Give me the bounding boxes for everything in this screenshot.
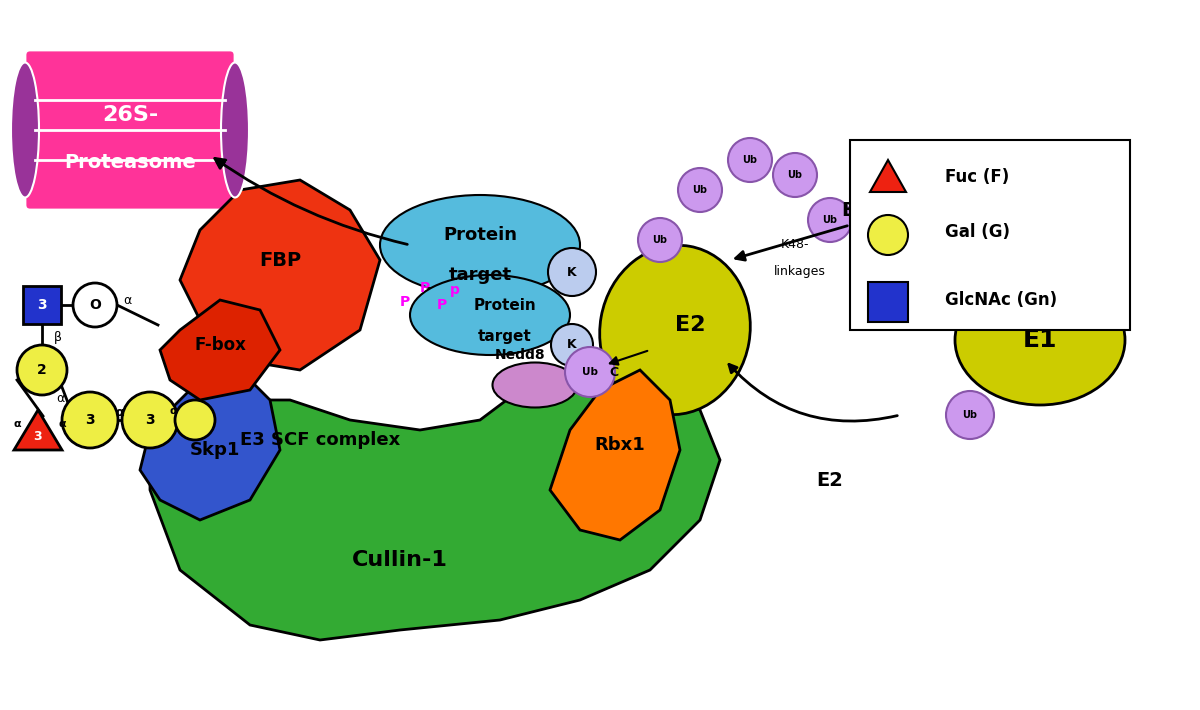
Text: target: target bbox=[478, 329, 532, 344]
Text: FBP: FBP bbox=[259, 251, 301, 270]
Text: Ub: Ub bbox=[962, 410, 978, 420]
Text: 3: 3 bbox=[37, 298, 47, 312]
Text: Ub: Ub bbox=[692, 185, 708, 195]
Text: Ub: Ub bbox=[743, 155, 757, 165]
Ellipse shape bbox=[600, 245, 750, 415]
Text: K48-: K48- bbox=[781, 239, 809, 251]
Text: Fuc (F): Fuc (F) bbox=[946, 168, 1009, 186]
Polygon shape bbox=[14, 410, 62, 450]
Text: 3: 3 bbox=[145, 413, 155, 427]
Ellipse shape bbox=[221, 62, 250, 197]
Text: Gal (G): Gal (G) bbox=[946, 223, 1010, 241]
Text: Ub: Ub bbox=[582, 367, 598, 377]
Text: α: α bbox=[58, 419, 66, 429]
Text: 2: 2 bbox=[37, 363, 47, 377]
FancyBboxPatch shape bbox=[23, 286, 61, 324]
Text: Rbx1: Rbx1 bbox=[595, 436, 646, 454]
Circle shape bbox=[17, 345, 67, 395]
Text: 26S-: 26S- bbox=[102, 105, 158, 125]
Circle shape bbox=[175, 400, 215, 440]
FancyBboxPatch shape bbox=[25, 50, 235, 210]
Text: Cullin-1: Cullin-1 bbox=[352, 550, 448, 570]
Text: P: P bbox=[400, 295, 410, 309]
Text: p: p bbox=[450, 283, 460, 297]
Text: O: O bbox=[89, 298, 101, 312]
Ellipse shape bbox=[380, 195, 580, 295]
Text: K: K bbox=[568, 266, 577, 278]
Text: F-box: F-box bbox=[194, 336, 246, 354]
Text: Ub: Ub bbox=[822, 215, 838, 225]
FancyBboxPatch shape bbox=[850, 140, 1130, 330]
Text: E2: E2 bbox=[674, 315, 706, 335]
Text: Protein: Protein bbox=[443, 226, 517, 244]
Circle shape bbox=[548, 248, 596, 296]
Circle shape bbox=[73, 283, 118, 327]
Polygon shape bbox=[870, 160, 906, 192]
Text: α: α bbox=[122, 293, 131, 307]
Text: Nedd8: Nedd8 bbox=[494, 348, 545, 362]
Text: GlcNAc (Gn): GlcNAc (Gn) bbox=[946, 291, 1057, 309]
Text: P: P bbox=[437, 298, 448, 312]
Text: 3: 3 bbox=[34, 430, 42, 442]
Text: β: β bbox=[54, 332, 62, 344]
Polygon shape bbox=[140, 370, 280, 520]
Text: Protein: Protein bbox=[474, 297, 536, 312]
Circle shape bbox=[62, 392, 118, 448]
Text: P: P bbox=[420, 281, 430, 295]
Circle shape bbox=[122, 392, 178, 448]
Ellipse shape bbox=[11, 62, 40, 197]
Polygon shape bbox=[150, 370, 720, 640]
Text: C: C bbox=[610, 366, 618, 378]
Ellipse shape bbox=[492, 363, 577, 408]
Text: 3: 3 bbox=[85, 413, 95, 427]
Text: α: α bbox=[13, 419, 20, 429]
Text: target: target bbox=[449, 266, 511, 284]
Circle shape bbox=[638, 218, 682, 262]
Circle shape bbox=[808, 198, 852, 242]
Text: Ub: Ub bbox=[653, 235, 667, 245]
FancyBboxPatch shape bbox=[868, 282, 908, 322]
Text: E1: E1 bbox=[841, 200, 869, 219]
Circle shape bbox=[946, 391, 994, 439]
Text: E3 SCF complex: E3 SCF complex bbox=[240, 431, 400, 449]
Text: K: K bbox=[568, 339, 577, 351]
Polygon shape bbox=[160, 300, 280, 400]
Text: α: α bbox=[115, 405, 125, 418]
Polygon shape bbox=[550, 370, 680, 540]
Text: linkages: linkages bbox=[774, 266, 826, 278]
Circle shape bbox=[551, 324, 593, 366]
Text: E1: E1 bbox=[1022, 328, 1057, 352]
Text: α: α bbox=[56, 391, 64, 405]
Text: Proteasome: Proteasome bbox=[64, 153, 196, 172]
Circle shape bbox=[678, 168, 722, 212]
Circle shape bbox=[728, 138, 772, 182]
Circle shape bbox=[565, 347, 616, 397]
Text: Ub: Ub bbox=[787, 170, 803, 180]
Ellipse shape bbox=[410, 275, 570, 355]
Ellipse shape bbox=[955, 275, 1126, 405]
Circle shape bbox=[773, 153, 817, 197]
Text: Skp1: Skp1 bbox=[190, 441, 240, 459]
Text: E2: E2 bbox=[816, 471, 844, 489]
Circle shape bbox=[868, 215, 908, 255]
Polygon shape bbox=[180, 180, 380, 370]
Text: α: α bbox=[169, 406, 176, 416]
